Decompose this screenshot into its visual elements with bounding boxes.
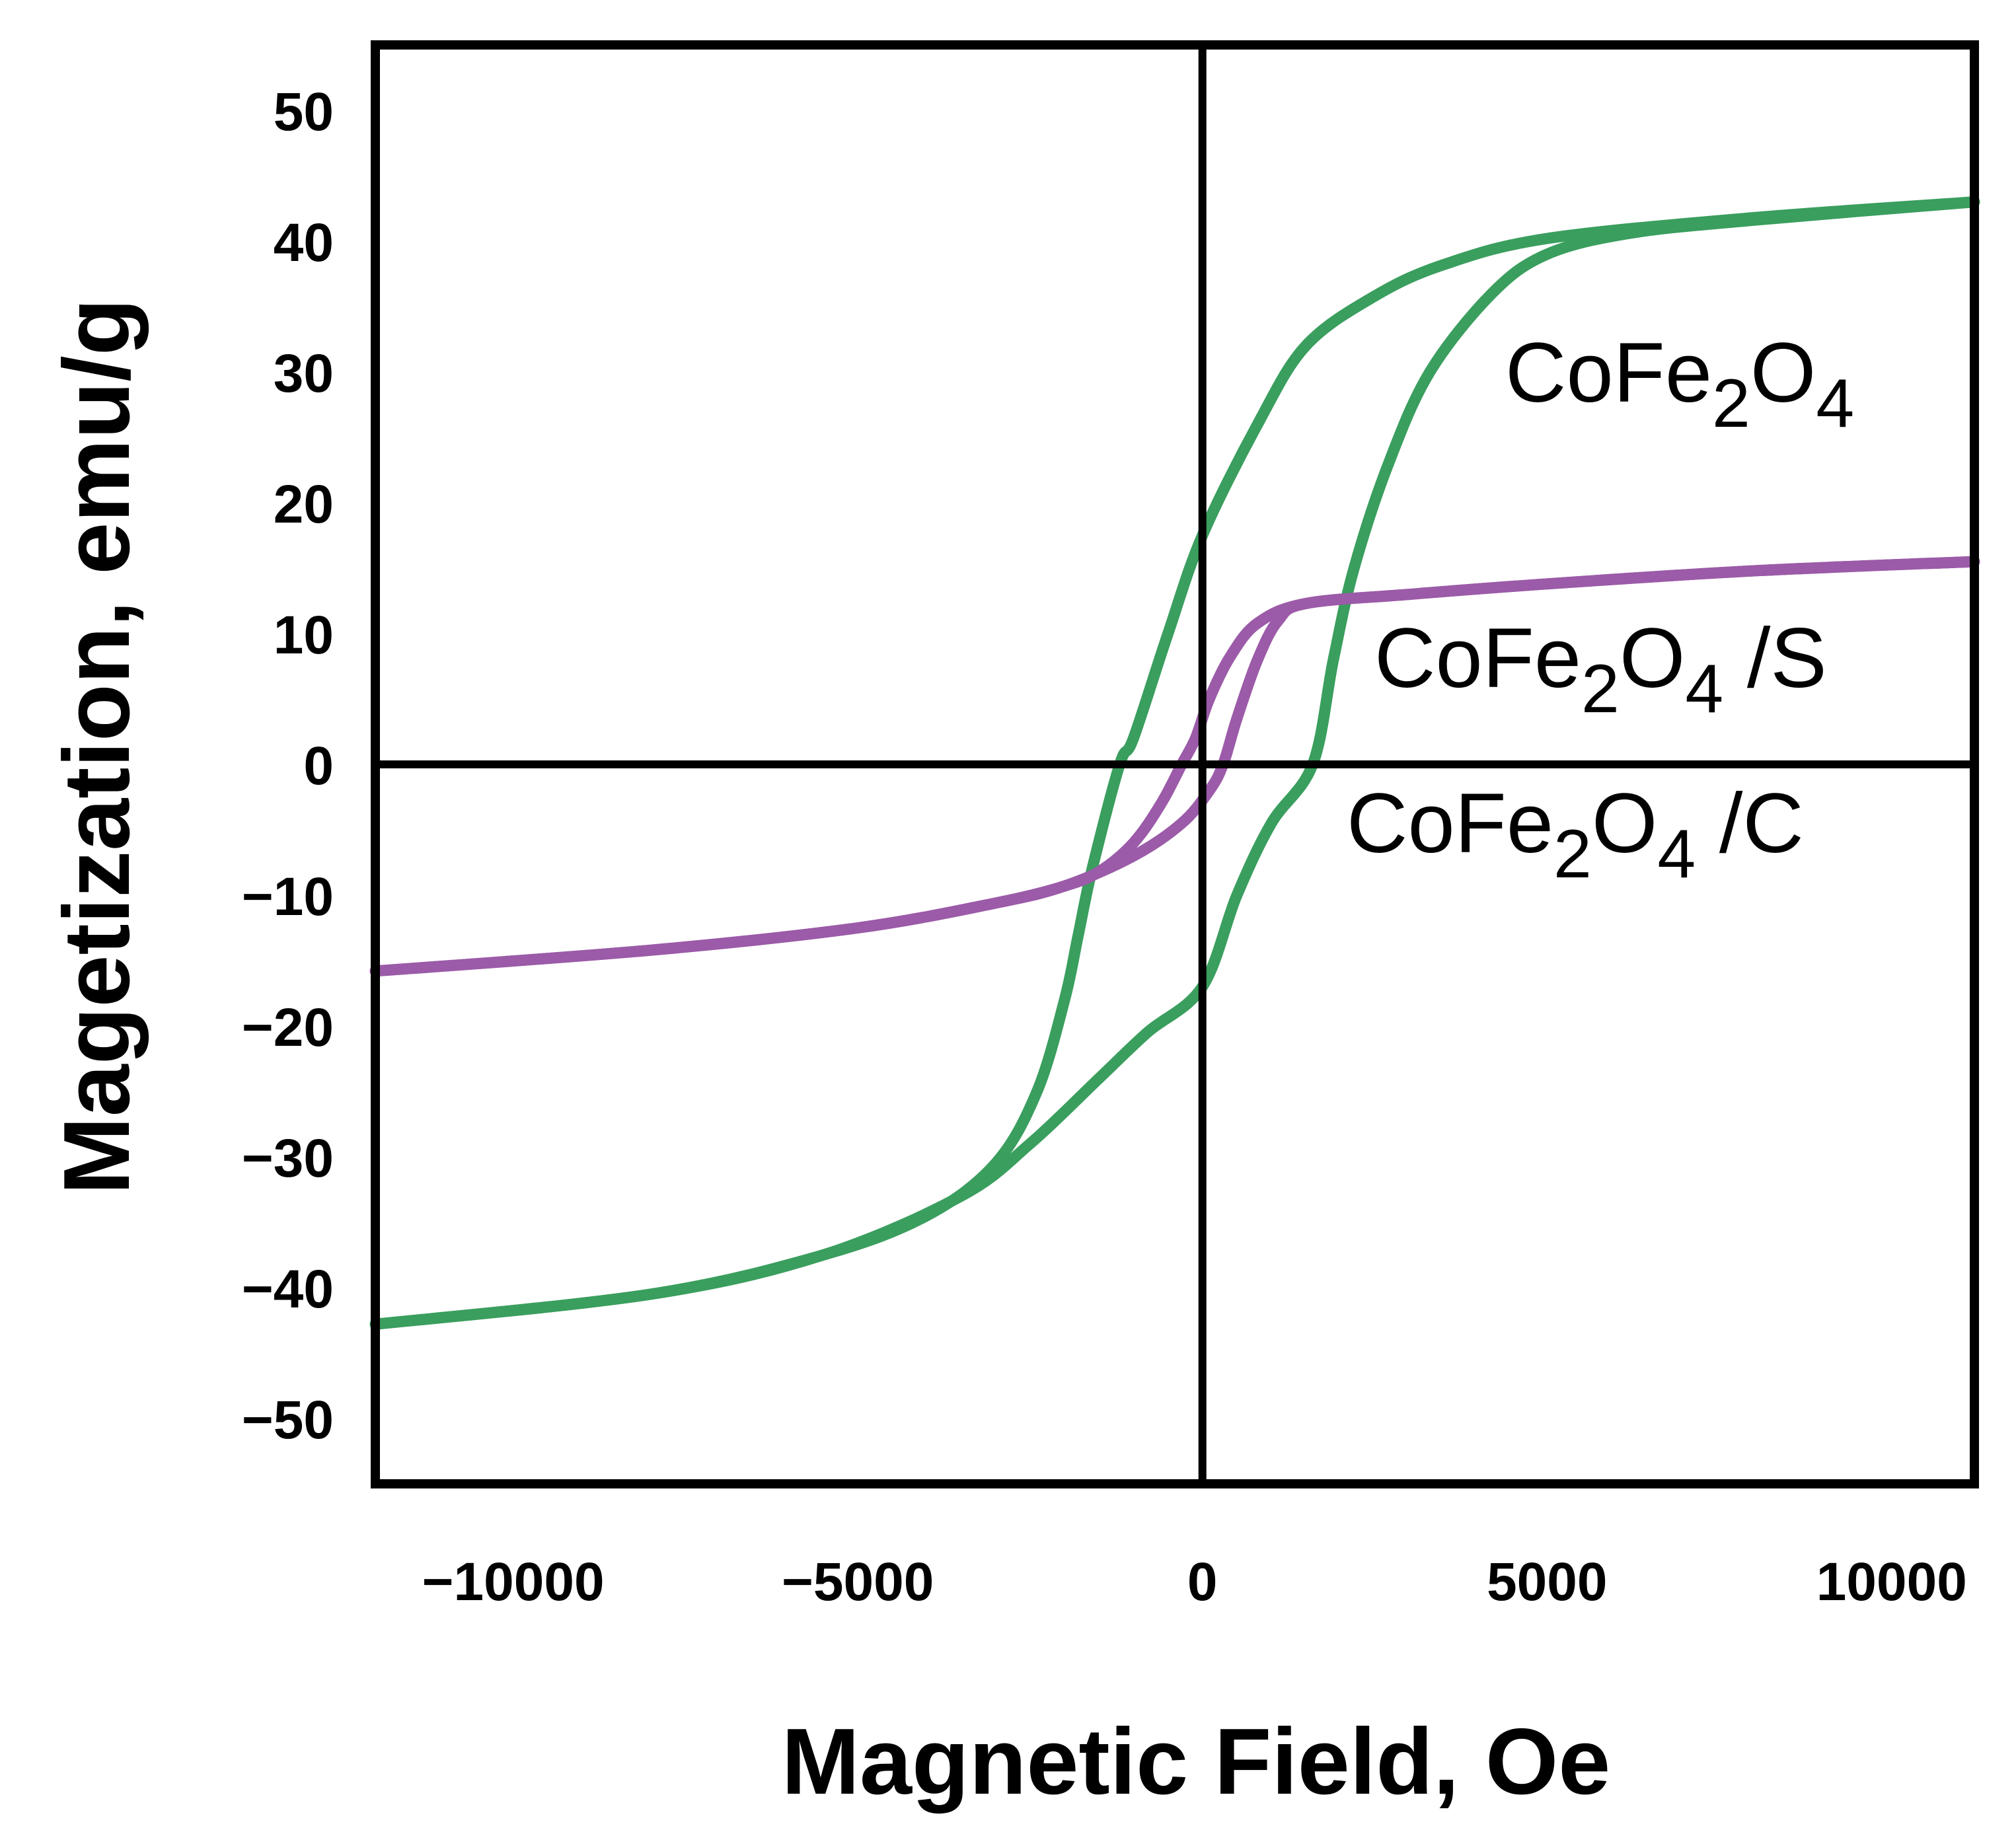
x-tick-label: −5000 bbox=[782, 1552, 934, 1612]
y-tick-label: 20 bbox=[274, 474, 334, 534]
y-tick-label: 40 bbox=[274, 213, 334, 273]
y-tick-label: −50 bbox=[242, 1390, 334, 1450]
series-cofe2o4-branch-ascending bbox=[369, 196, 1980, 1330]
series-label-cofe2o4-s: CoFe2O4 /S bbox=[1374, 611, 1827, 727]
series-label-cofe2o4: CoFe2O4 bbox=[1505, 326, 1854, 442]
y-tick-label: −30 bbox=[242, 1128, 334, 1189]
y-tick-label: −40 bbox=[242, 1259, 334, 1319]
y-axis-title: Magetization, emu/g bbox=[44, 299, 149, 1195]
x-tick-label: 5000 bbox=[1487, 1552, 1607, 1612]
y-tick-label: 10 bbox=[274, 605, 334, 665]
y-tick-label: 0 bbox=[303, 736, 334, 796]
x-tick-label: 10000 bbox=[1816, 1552, 1967, 1612]
series-label-cofe2o4-c: CoFe2O4 /C bbox=[1347, 776, 1804, 893]
y-tick-label: 50 bbox=[274, 82, 334, 142]
x-tick-label: −10000 bbox=[422, 1552, 605, 1612]
tick-labels-layer: 50 40 30 20 10 0 −10 −20 −30 −40 −50 −10000 −5000 0 50… bbox=[242, 82, 1967, 1612]
y-tick-label: −20 bbox=[242, 998, 334, 1058]
y-tick-label: 30 bbox=[274, 344, 334, 404]
x-tick-label: 0 bbox=[1187, 1552, 1218, 1612]
y-tick-label: −10 bbox=[242, 867, 334, 927]
x-axis-title: Magnetic Field, Oe bbox=[782, 1709, 1611, 1814]
axes-layer bbox=[371, 40, 1979, 1488]
curves-layer bbox=[369, 196, 1980, 1330]
